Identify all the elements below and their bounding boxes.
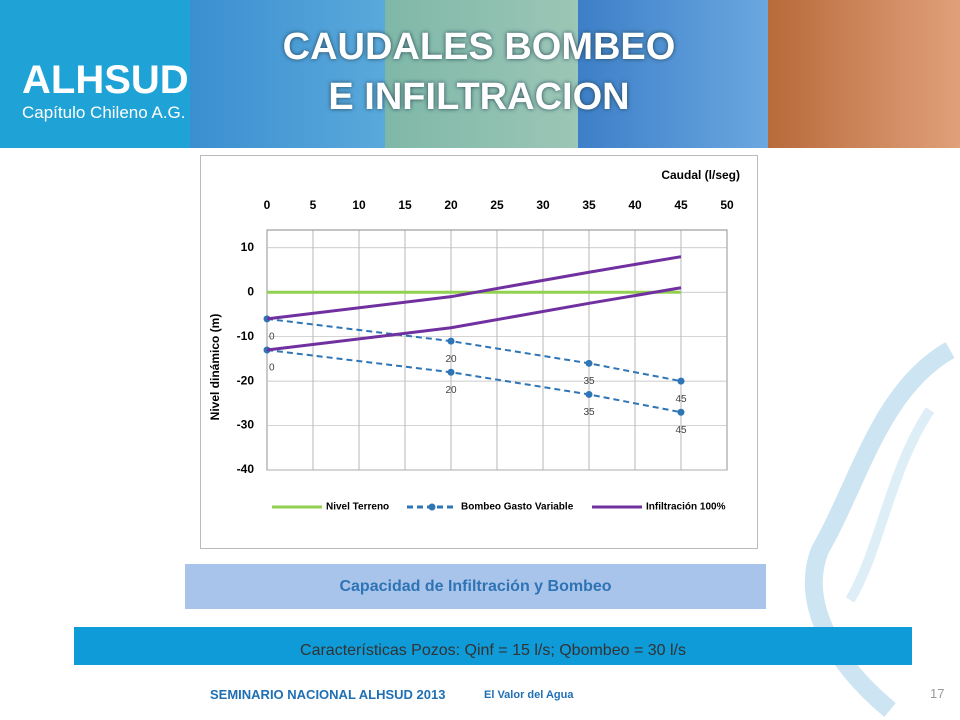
caption: Capacidad de Infiltración y Bombeo xyxy=(185,564,766,609)
legend-label: Nivel Terreno xyxy=(326,502,389,513)
data-point xyxy=(585,390,593,398)
data-point xyxy=(447,368,455,376)
title-line: CAUDALES BOMBEO xyxy=(282,26,676,68)
info-bar: Características Pozos: Qinf = 15 l/s; Qb… xyxy=(74,627,912,665)
logo-subtitle: Capítulo Chileno A.G. xyxy=(22,103,186,122)
x-tick-label: 0 xyxy=(264,198,271,212)
x-tick-label: 40 xyxy=(628,198,642,212)
x-tick-label: 15 xyxy=(398,198,412,212)
y-tick-label: 10 xyxy=(241,240,255,254)
title-line: E INFILTRACION xyxy=(328,76,630,118)
data-label: 45 xyxy=(675,394,687,405)
data-point xyxy=(447,337,455,345)
x-tick-label: 25 xyxy=(490,198,504,212)
y-tick-label: -30 xyxy=(237,418,255,432)
series-line xyxy=(266,349,682,414)
x-tick-label: 10 xyxy=(352,198,366,212)
y-tick-label: 0 xyxy=(247,284,254,298)
x-tick-label: 50 xyxy=(720,198,734,212)
logo: ALHSUD xyxy=(22,58,189,102)
chart-frame xyxy=(200,155,758,549)
data-label: 0 xyxy=(269,332,275,343)
data-label: 35 xyxy=(583,407,595,418)
data-label: 35 xyxy=(583,376,595,387)
data-label: 45 xyxy=(675,425,687,436)
legend-label: Bombeo Gasto Variable xyxy=(461,502,574,513)
x-tick-label: 30 xyxy=(536,198,550,212)
x-tick-label: 45 xyxy=(674,198,688,212)
footer-event: SEMINARIO NACIONAL ALHSUD 2013 xyxy=(210,687,446,702)
series-line xyxy=(266,286,682,352)
y-tick-label: -40 xyxy=(237,462,255,476)
legend-label: Infiltración 100% xyxy=(646,502,726,513)
legend-marker xyxy=(428,503,436,511)
page-number: 17 xyxy=(930,686,945,701)
x-tick-label: 20 xyxy=(444,198,458,212)
footer-tagline: El Valor del Agua xyxy=(484,689,574,701)
data-label: 20 xyxy=(445,354,457,365)
x-tick-label: 5 xyxy=(310,198,317,212)
data-label: 20 xyxy=(445,385,457,396)
x-tick-label: 35 xyxy=(582,198,596,212)
data-point xyxy=(677,377,685,385)
data-label: 0 xyxy=(269,363,275,374)
series-line xyxy=(266,255,682,321)
y-tick-label: -10 xyxy=(237,329,255,343)
y-tick-label: -20 xyxy=(237,373,255,387)
slide-title: CAUDALES BOMBEO E INFILTRACION xyxy=(190,22,768,122)
x-axis-title: Caudal (l/seg) xyxy=(661,168,740,182)
data-point xyxy=(585,359,593,367)
chart: Caudal (l/seg) Nivel dinámico (m) 0 5 10 15… xyxy=(200,155,758,549)
series-line xyxy=(266,317,682,383)
y-axis-title: Nivel dinámico (m) xyxy=(208,314,222,421)
header-banner xyxy=(0,0,960,148)
data-point xyxy=(677,408,685,416)
